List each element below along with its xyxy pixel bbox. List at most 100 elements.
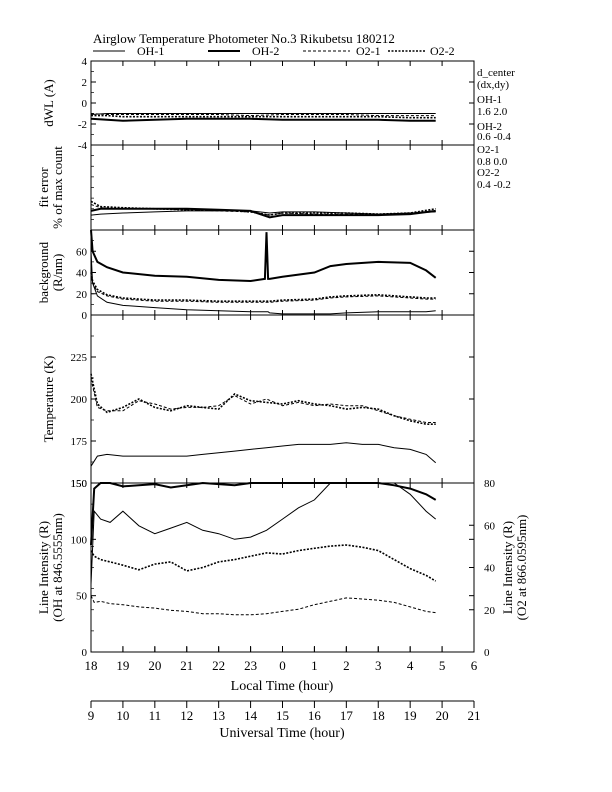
y-tick-label: 0 (82, 310, 88, 322)
series-o2-2-line (91, 114, 436, 119)
y-right-tick-label: 40 (484, 563, 496, 575)
ut-tick-label: 15 (276, 708, 289, 723)
ut-tick-label: 17 (340, 708, 354, 723)
y-axis-label: fit error (36, 167, 51, 208)
y-right-tick-label: 60 (484, 520, 496, 532)
panel-frame (90, 482, 475, 653)
ut-tick-label: 11 (149, 708, 162, 723)
series-oh-1-line (90, 442, 437, 467)
panel-temperature: 150 175 200 225 Temperature (K) (41, 314, 475, 490)
panel-frame (90, 60, 475, 146)
y-right-axis-label: (O2 at 866.0595nm) (514, 515, 529, 621)
side-note-channel: OH-2 (477, 121, 502, 133)
legend-label: OH-2 (252, 44, 279, 58)
ut-tick-label: 14 (244, 708, 258, 723)
local-time-tick-label: 19 (116, 658, 129, 673)
side-note-header: (dx,dy) (477, 79, 509, 91)
y-axis-label: Temperature (K) (41, 356, 56, 443)
y-axis-label: (OH at 846.5555nm) (50, 513, 65, 622)
y-axis-label: Line Intensity (R) (36, 521, 51, 614)
y-axis-label: % of max count (50, 146, 65, 229)
y-tick-label: 200 (71, 394, 88, 406)
side-note-values: 0.6 -0.4 (477, 131, 511, 143)
side-note-channel: O2-2 (477, 167, 500, 179)
ut-tick-label: 21 (468, 708, 481, 723)
y-tick-label: 0 (82, 647, 88, 659)
legend-label: O2-1 (356, 44, 381, 58)
y-tick-label: -4 (78, 140, 88, 152)
panel-frame (90, 144, 475, 231)
local-time-tick-label: 2 (343, 658, 350, 673)
side-notes: d_center(dx,dy)OH-11.6 2.0OH-20.6 -0.4O2… (477, 67, 515, 191)
ut-tick-label: 18 (372, 708, 385, 723)
ut-tick-label: 16 (308, 708, 322, 723)
y-right-tick-label: 20 (484, 605, 496, 617)
y-tick-label: 150 (71, 478, 88, 490)
ut-tick-label: 12 (180, 708, 193, 723)
panel-frame (90, 314, 475, 484)
local-time-tick-label: 18 (85, 658, 98, 673)
ut-tick-label: 9 (88, 708, 95, 723)
series-oh-2-line (90, 207, 436, 219)
ut-tick-label: 20 (436, 708, 449, 723)
y-right-tick-label: 80 (484, 478, 496, 490)
local-time-tick-label: 6 (471, 658, 478, 673)
panel-dWL: -4 -2 0 2 4 dWL (A) (41, 56, 475, 152)
series-o2-2-line (90, 272, 436, 303)
panel-fit-error: fit error% of max count (36, 144, 475, 231)
y-right-tick-label: 0 (484, 647, 490, 659)
series-oh-1-line (90, 113, 436, 115)
local-time-tick-label: 23 (244, 658, 257, 673)
series-o2-1-line (90, 595, 436, 616)
y-tick-label: 4 (82, 56, 88, 68)
y-tick-label: 0 (82, 98, 88, 110)
side-note-channel: O2-1 (477, 144, 500, 156)
series-oh-2-line (90, 117, 436, 122)
local-time-tick-label: 21 (180, 658, 193, 673)
series-o2-2-line (90, 200, 436, 216)
ut-tick-label: 13 (212, 708, 225, 723)
series-o2-1-line (90, 272, 436, 303)
y-tick-label: -2 (78, 119, 87, 131)
legend-label: OH-1 (137, 44, 164, 58)
ut-tick-label: 10 (116, 708, 129, 723)
side-note-header: d_center (477, 67, 515, 79)
local-time-tick-label: 1 (311, 658, 318, 673)
side-note-values: 1.6 2.0 (477, 106, 508, 118)
y-axis-label: dWL (A) (41, 79, 56, 127)
ut-tick-label: 19 (404, 708, 417, 723)
series-o2-1-line (90, 378, 436, 423)
legend: OH-1 OH-2 O2-1 O2-2 (93, 44, 455, 58)
y-tick-label: 60 (76, 246, 88, 258)
series-oh-2-line (90, 481, 437, 546)
panel-background: 0 20 40 60 background (R/nm) (36, 229, 475, 322)
side-note-values: 0.4 -0.2 (477, 179, 511, 191)
panel-frame (90, 229, 475, 316)
series-o2-1-line (90, 113, 436, 117)
local-time-tick-label: 20 (148, 658, 161, 673)
y-tick-label: 40 (76, 268, 88, 280)
y-axis-label: (R/nm) (50, 254, 65, 292)
local-time-tick-label: 5 (439, 658, 446, 673)
local-time-tick-label: 3 (375, 658, 382, 673)
panels: -4 -2 0 2 4 dWL (A) fit error% of max count 0 20… (36, 56, 529, 659)
series-oh-1-line (90, 251, 436, 315)
y-right-axis-label: Line Intensity (R) (500, 521, 515, 614)
local-time-tick-label: 22 (212, 658, 225, 673)
series-o2-2-line (90, 373, 436, 426)
y-tick-label: 175 (71, 436, 88, 448)
series-oh-2-line (90, 229, 437, 283)
y-tick-label: 100 (71, 534, 88, 546)
y-tick-label: 225 (71, 352, 88, 364)
series-o2-1-line (90, 204, 436, 216)
local-time-tick-label: 0 (279, 658, 286, 673)
legend-label: O2-2 (430, 44, 455, 58)
side-note-channel: OH-1 (477, 94, 502, 106)
y-tick-label: 150 (71, 478, 88, 490)
ut-label: Universal Time (hour) (219, 726, 345, 741)
local-time-label: Local Time (hour) (231, 679, 334, 694)
y-tick-label: 50 (76, 591, 88, 603)
